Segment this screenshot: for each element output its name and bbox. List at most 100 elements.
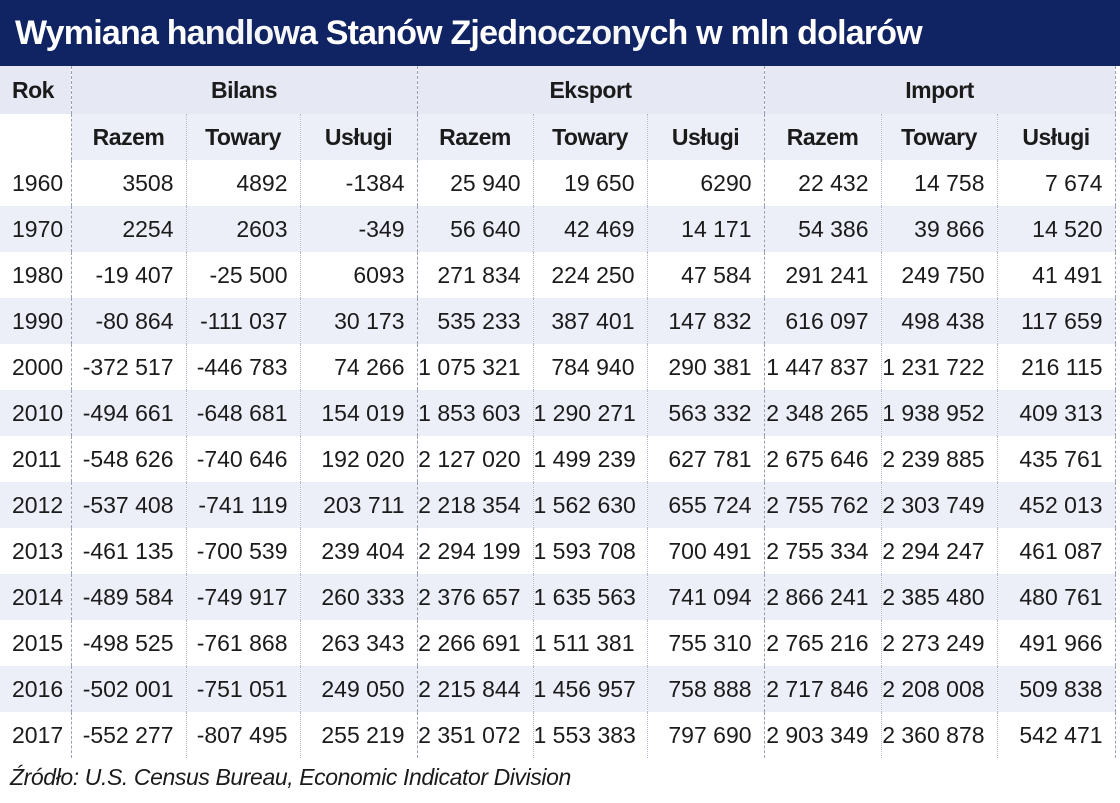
value-cell: 263 343	[299, 620, 417, 666]
value-cell: -25 500	[185, 252, 300, 298]
value-cell: 1 290 271	[532, 390, 647, 436]
value-cell: -80 864	[70, 298, 186, 344]
value-cell: 2 127 020	[416, 436, 533, 482]
value-cell: 14 758	[880, 160, 998, 206]
column-header: Usługi	[299, 114, 417, 160]
column-header: Towary	[880, 114, 998, 160]
group-header-row: Rok Bilans Eksport Import	[0, 66, 1116, 114]
value-cell: -648 681	[185, 390, 300, 436]
value-cell: 1 562 630	[532, 482, 647, 528]
year-cell: 2011	[0, 436, 71, 482]
value-cell: 1 075 321	[416, 344, 533, 390]
group-header-bilans: Bilans	[70, 66, 417, 114]
value-cell: 260 333	[299, 574, 417, 620]
value-cell: -761 868	[185, 620, 300, 666]
value-cell: 741 094	[646, 574, 765, 620]
value-cell: 2 266 691	[416, 620, 533, 666]
value-cell: 509 838	[996, 666, 1116, 712]
value-cell: 627 781	[646, 436, 765, 482]
value-cell: -1384	[299, 160, 417, 206]
value-cell: 498 438	[880, 298, 998, 344]
year-cell: 2017	[0, 712, 71, 758]
year-cell: 2012	[0, 482, 71, 528]
value-cell: -498 525	[70, 620, 186, 666]
value-cell: -494 661	[70, 390, 186, 436]
value-cell: 74 266	[299, 344, 417, 390]
value-cell: 409 313	[996, 390, 1116, 436]
value-cell: 616 097	[763, 298, 882, 344]
column-header: Razem	[416, 114, 533, 160]
value-cell: 216 115	[996, 344, 1116, 390]
value-cell: 2 755 334	[763, 528, 882, 574]
column-header-blank	[0, 114, 71, 160]
value-cell: 224 250	[532, 252, 647, 298]
value-cell: 461 087	[996, 528, 1116, 574]
year-cell: 1990	[0, 298, 71, 344]
value-cell: 192 020	[299, 436, 417, 482]
value-cell: 2 303 749	[880, 482, 998, 528]
value-cell: 19 650	[532, 160, 647, 206]
value-cell: -700 539	[185, 528, 300, 574]
value-cell: 1 593 708	[532, 528, 647, 574]
value-cell: 14 171	[646, 206, 765, 252]
value-cell: -548 626	[70, 436, 186, 482]
table-row: 1990 -80 864 -111 037 30 173 535 233 387 401 1…	[0, 298, 1116, 344]
year-cell: 2010	[0, 390, 71, 436]
value-cell: 2 208 008	[880, 666, 998, 712]
value-cell: 147 832	[646, 298, 765, 344]
chart-title: Wymiana handlowa Stanów Zjednoczonych w …	[15, 14, 923, 52]
value-cell: -741 119	[185, 482, 300, 528]
value-cell: 56 640	[416, 206, 533, 252]
column-header: Razem	[763, 114, 882, 160]
row-header-rok: Rok	[0, 66, 71, 114]
value-cell: 2 294 199	[416, 528, 533, 574]
value-cell: 797 690	[646, 712, 765, 758]
column-header: Towary	[532, 114, 647, 160]
source-note: Źródło: U.S. Census Bureau, Economic Ind…	[10, 764, 571, 790]
value-cell: 39 866	[880, 206, 998, 252]
value-cell: 2603	[185, 206, 300, 252]
value-cell: 758 888	[646, 666, 765, 712]
value-cell: 2 294 247	[880, 528, 998, 574]
value-cell: -372 517	[70, 344, 186, 390]
value-cell: 25 940	[416, 160, 533, 206]
year-cell: 2016	[0, 666, 71, 712]
value-cell: 1 938 952	[880, 390, 998, 436]
value-cell: 2 218 354	[416, 482, 533, 528]
trade-table: Rok Bilans Eksport Import Razem Towary U…	[0, 66, 1116, 758]
table-row: 2012 -537 408 -741 119 203 711 2 218 354 1 56…	[0, 482, 1116, 528]
value-cell: -807 495	[185, 712, 300, 758]
value-cell: 154 019	[299, 390, 417, 436]
table-row: 2010 -494 661 -648 681 154 019 1 853 603 1 29…	[0, 390, 1116, 436]
column-header: Towary	[185, 114, 300, 160]
year-cell: 2013	[0, 528, 71, 574]
table-row: 2011 -548 626 -740 646 192 020 2 127 020 1 49…	[0, 436, 1116, 482]
value-cell: -751 051	[185, 666, 300, 712]
value-cell: 1 511 381	[532, 620, 647, 666]
table-body: 1960 3508 4892 -1384 25 940 19 650 6290 22 432 1…	[0, 160, 1116, 758]
value-cell: 47 584	[646, 252, 765, 298]
value-cell: 1 635 563	[532, 574, 647, 620]
group-header-import: Import	[763, 66, 1116, 114]
value-cell: -552 277	[70, 712, 186, 758]
value-cell: 42 469	[532, 206, 647, 252]
value-cell: 2 903 349	[763, 712, 882, 758]
value-cell: 542 471	[996, 712, 1116, 758]
value-cell: -489 584	[70, 574, 186, 620]
value-cell: 1 456 957	[532, 666, 647, 712]
value-cell: -537 408	[70, 482, 186, 528]
value-cell: 3508	[70, 160, 186, 206]
value-cell: 700 491	[646, 528, 765, 574]
table-row: 1970 2254 2603 -349 56 640 42 469 14 171 54 386…	[0, 206, 1116, 252]
value-cell: 2 866 241	[763, 574, 882, 620]
value-cell: 2 348 265	[763, 390, 882, 436]
value-cell: 2 215 844	[416, 666, 533, 712]
column-header: Usługi	[996, 114, 1116, 160]
value-cell: -349	[299, 206, 417, 252]
value-cell: -740 646	[185, 436, 300, 482]
value-cell: 1 231 722	[880, 344, 998, 390]
value-cell: 291 241	[763, 252, 882, 298]
value-cell: 249 750	[880, 252, 998, 298]
value-cell: 1 447 837	[763, 344, 882, 390]
value-cell: -446 783	[185, 344, 300, 390]
